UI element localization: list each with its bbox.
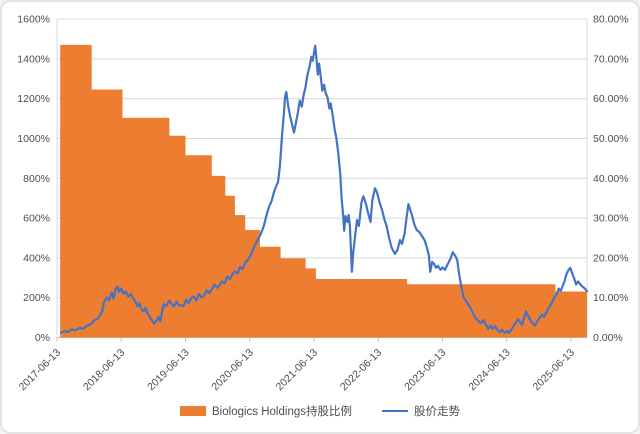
price-line-series	[59, 44, 589, 334]
x-axis-label: 2023-06-13	[402, 347, 449, 394]
x-axis-label: 2024-06-13	[466, 347, 513, 394]
left-axis-label: 200%	[23, 292, 50, 304]
holdings-area-swatch-icon	[180, 406, 207, 416]
x-axis-label: 2017-06-13	[17, 347, 64, 394]
right-axis-label: 0.00%	[593, 332, 623, 344]
left-axis-label: 0%	[35, 332, 50, 344]
left-axis-label: 1200%	[17, 93, 50, 105]
right-axis-label: 40.00%	[593, 173, 629, 185]
left-axis-label: 1400%	[17, 53, 50, 65]
right-axis-label: 20.00%	[593, 252, 629, 264]
left-axis-label: 800%	[23, 173, 50, 185]
legend-label-holdings: Biologics Holdings持股比例	[212, 406, 352, 418]
left-axis-label: 600%	[23, 213, 50, 225]
right-axis-label: 50.00%	[593, 133, 629, 145]
left-axis-label: 1000%	[17, 133, 50, 145]
x-axis-label: 2021-06-13	[274, 347, 321, 394]
holdings-area-series	[60, 44, 587, 338]
right-axis-label: 80.00%	[593, 14, 629, 26]
right-axis-label: 70.00%	[593, 53, 629, 65]
legend-label-price: 股价走势	[413, 406, 460, 418]
left-axis-label: 400%	[23, 252, 50, 264]
x-axis-label: 2018-06-13	[81, 347, 128, 394]
legend-item-price: 股价走势	[381, 403, 460, 419]
left-axis-label: 1600%	[17, 14, 50, 26]
right-axis-label: 10.00%	[593, 292, 629, 304]
right-axis-label: 60.00%	[593, 93, 629, 105]
right-axis-label: 30.00%	[593, 213, 629, 225]
x-axis-label: 2022-06-13	[338, 347, 385, 394]
chart-legend: Biologics Holdings持股比例 股价走势	[2, 403, 638, 419]
legend-item-holdings: Biologics Holdings持股比例	[180, 403, 352, 419]
x-axis-label: 2020-06-13	[209, 347, 256, 394]
x-axis-label: 2019-06-13	[145, 347, 192, 394]
price-line-swatch-icon	[381, 409, 408, 413]
x-axis-label: 2025-06-13	[531, 347, 578, 394]
